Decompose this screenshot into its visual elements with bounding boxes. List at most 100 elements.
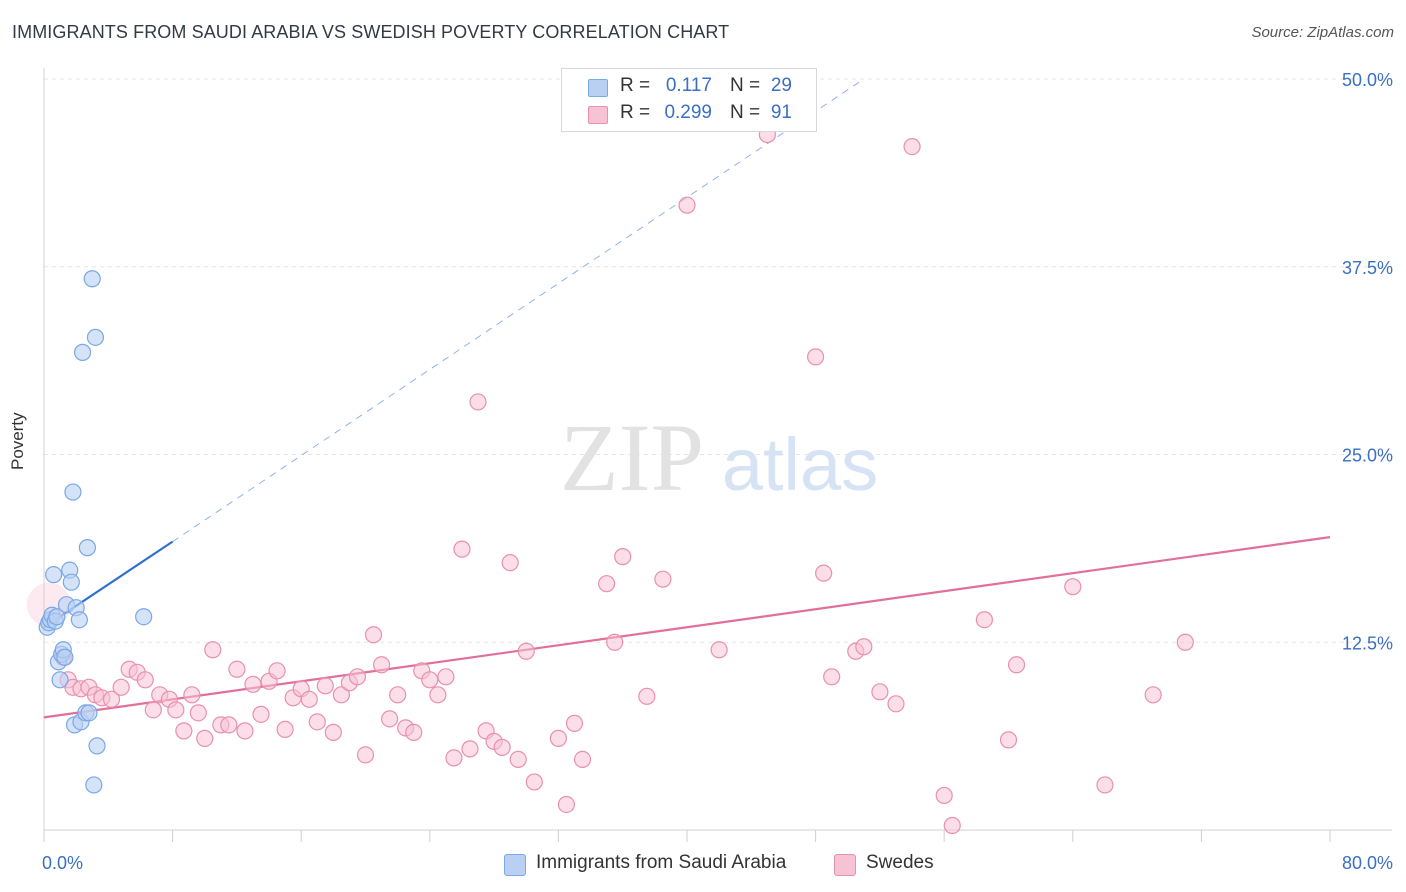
watermark: ZIP atlas xyxy=(560,404,878,511)
legend-r-value: 0.117 xyxy=(665,75,712,96)
point-saudi xyxy=(135,608,153,626)
point-swedes xyxy=(244,675,262,693)
point-swedes xyxy=(573,750,592,769)
x-tick-label: 80.0% xyxy=(1342,853,1393,873)
series-swatch-blue xyxy=(504,854,526,876)
point-saudi xyxy=(70,611,88,629)
point-swedes xyxy=(806,348,825,366)
point-swedes xyxy=(364,626,383,644)
point-saudi xyxy=(85,776,103,794)
point-swedes xyxy=(196,729,214,747)
point-swedes xyxy=(654,570,672,588)
trendline-swedes xyxy=(43,536,1331,719)
tick-labels: 12.5% 25.0% 37.5% 50.0% 0.0% 80.0% xyxy=(42,70,1393,873)
y-tick-label: 25.0% xyxy=(1342,446,1393,466)
point-swedes xyxy=(324,723,342,741)
axes xyxy=(43,68,1392,842)
legend-row-saudi: R = 0.117 N = 29 xyxy=(562,73,816,101)
y-tick-label: 12.5% xyxy=(1342,633,1393,653)
point-swedes xyxy=(136,671,154,689)
data-points xyxy=(26,125,1194,835)
point-swedes xyxy=(445,749,463,767)
point-swedes xyxy=(855,638,873,656)
y-tick-label: 37.5% xyxy=(1342,258,1393,278)
point-swedes xyxy=(493,738,511,756)
point-swedes xyxy=(501,554,519,572)
legend-r-label: R = xyxy=(620,75,651,96)
point-swedes xyxy=(183,686,201,704)
point-swedes xyxy=(1064,578,1082,596)
point-swedes xyxy=(228,660,246,678)
point-swedes xyxy=(144,701,162,719)
point-swedes xyxy=(112,678,130,696)
point-swedes xyxy=(252,705,270,723)
trendline-saudi-extension xyxy=(172,78,865,543)
point-swedes xyxy=(614,548,632,566)
point-swedes xyxy=(823,668,841,686)
legend-r-value: 0.299 xyxy=(664,102,712,123)
point-swedes xyxy=(189,704,207,722)
point-swedes xyxy=(236,722,254,740)
point-swedes xyxy=(167,701,185,719)
legend-n-label: N = xyxy=(730,102,761,123)
point-swedes xyxy=(461,740,479,758)
y-tick-label: 50.0% xyxy=(1342,70,1393,90)
point-swedes xyxy=(381,710,399,728)
point-swedes xyxy=(300,690,318,708)
point-swedes xyxy=(525,773,543,791)
point-swedes xyxy=(598,575,616,593)
point-swedes xyxy=(1007,656,1026,674)
point-saudi xyxy=(48,608,66,626)
legend-r-label: R = xyxy=(620,102,651,123)
point-swedes xyxy=(871,683,889,701)
point-swedes xyxy=(308,713,326,731)
point-swedes xyxy=(549,729,568,747)
point-swedes xyxy=(999,731,1018,749)
x-tick-label: 0.0% xyxy=(42,853,83,873)
point-saudi xyxy=(80,704,98,722)
point-saudi xyxy=(78,539,97,557)
point-swedes xyxy=(204,641,222,659)
series-swatch-pink xyxy=(834,854,856,876)
point-swedes xyxy=(437,668,455,686)
point-swedes xyxy=(606,633,624,651)
point-swedes xyxy=(935,786,953,805)
point-swedes xyxy=(429,686,447,704)
point-saudi xyxy=(51,671,69,689)
point-swedes xyxy=(389,686,407,704)
point-swedes xyxy=(1176,633,1194,651)
trendlines xyxy=(43,78,1331,719)
point-swedes xyxy=(316,677,334,695)
point-swedes xyxy=(815,564,833,582)
watermark-zip: ZIP xyxy=(560,404,704,511)
point-swedes xyxy=(557,795,576,814)
point-saudi xyxy=(56,648,74,666)
point-swedes xyxy=(220,716,238,734)
point-swedes xyxy=(276,720,294,738)
point-swedes xyxy=(332,686,350,704)
source-label: Source: ZipAtlas.com xyxy=(1251,24,1394,41)
point-swedes xyxy=(405,723,423,741)
point-swedes xyxy=(348,668,367,686)
point-swedes xyxy=(1144,686,1162,704)
point-swedes xyxy=(710,641,728,659)
point-swedes xyxy=(102,690,121,708)
point-swedes xyxy=(421,671,439,689)
watermark-atlas: atlas xyxy=(722,423,878,506)
legend-row-swedes: R = 0.299 N = 91 xyxy=(562,100,816,128)
point-saudi xyxy=(88,737,106,755)
point-saudi xyxy=(83,270,101,288)
point-swedes xyxy=(943,816,961,835)
point-swedes xyxy=(903,137,921,156)
point-swedes xyxy=(372,656,391,674)
point-saudi xyxy=(64,483,82,501)
y-axis-label: Poverty xyxy=(8,412,27,470)
point-swedes xyxy=(1096,776,1114,794)
legend-swatch-pink xyxy=(588,106,608,124)
point-swedes xyxy=(469,393,487,411)
point-swedes xyxy=(517,642,535,660)
legend-n-value: 29 xyxy=(770,75,792,96)
point-swedes xyxy=(356,746,375,764)
point-swedes xyxy=(638,687,656,705)
